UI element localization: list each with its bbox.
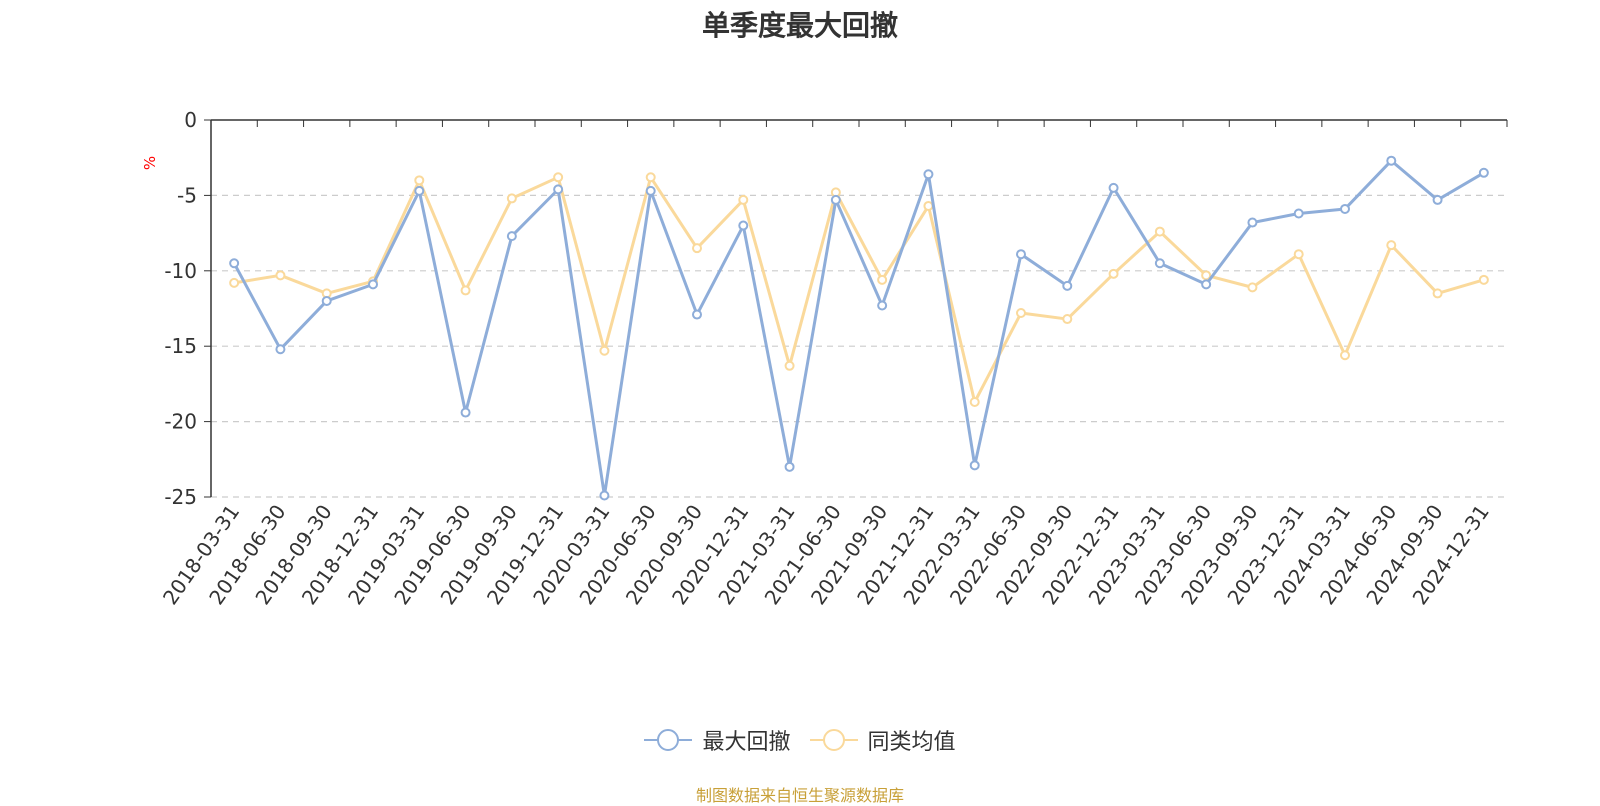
data-point xyxy=(692,309,702,320)
legend-item-peer-average[interactable]: 同类均值 xyxy=(809,724,956,756)
data-point xyxy=(738,220,749,231)
data-point xyxy=(229,258,240,269)
data-point xyxy=(645,185,656,196)
y-tick-label: -20 xyxy=(164,410,197,434)
data-point xyxy=(1247,282,1258,293)
data-point xyxy=(1340,203,1350,214)
data-point xyxy=(784,360,795,371)
data-point xyxy=(1108,182,1119,193)
data-point xyxy=(506,231,517,242)
data-point xyxy=(969,460,980,471)
data-point xyxy=(1293,249,1304,260)
y-axis-unit-label: % xyxy=(141,156,159,170)
legend-marker-max-drawdown xyxy=(644,729,693,751)
data-point xyxy=(1062,280,1073,291)
series-max-drawdown xyxy=(229,155,1489,501)
data-point xyxy=(321,295,332,306)
grid-lines xyxy=(211,194,1507,498)
data-point xyxy=(923,200,934,211)
data-point xyxy=(275,344,286,355)
axes: 0-5-10-15-20-252018-03-312018-06-302018-… xyxy=(158,108,1508,609)
data-point xyxy=(1432,194,1443,205)
series-line xyxy=(232,159,1485,497)
data-point xyxy=(599,345,610,356)
data-point xyxy=(830,194,841,205)
data-point xyxy=(275,270,286,281)
legend-marker-peer-average xyxy=(809,729,858,751)
line-chart: 0-5-10-15-20-252018-03-312018-06-302018-… xyxy=(141,108,1508,609)
data-point xyxy=(1016,249,1026,260)
legend-item-max-drawdown[interactable]: 最大回撤 xyxy=(644,724,791,756)
data-point xyxy=(692,243,702,254)
data-point xyxy=(1108,268,1119,279)
data-point xyxy=(368,279,378,290)
series-peer-average xyxy=(229,172,1489,407)
y-tick-label: -5 xyxy=(177,183,197,207)
data-point xyxy=(414,175,425,186)
data-point xyxy=(1201,279,1212,290)
data-point xyxy=(738,194,749,205)
data-point xyxy=(877,274,888,285)
y-tick-label: -15 xyxy=(164,334,197,358)
data-point xyxy=(460,407,471,418)
legend-label-peer-average: 同类均值 xyxy=(867,730,956,755)
series-line xyxy=(233,175,1485,404)
data-point xyxy=(553,184,564,195)
y-tick-label: 0 xyxy=(184,108,197,132)
data-point xyxy=(1478,167,1489,178)
series xyxy=(229,155,1489,501)
data-point xyxy=(1062,314,1073,325)
data-point xyxy=(1247,217,1258,228)
legend: 最大回撤 同类均值 xyxy=(0,724,1600,758)
data-point xyxy=(460,285,471,296)
data-point xyxy=(1016,308,1026,319)
data-point xyxy=(229,277,240,288)
source-note: 制图数据来自恒生聚源数据库 xyxy=(695,786,904,805)
data-point xyxy=(1386,240,1397,251)
data-point xyxy=(506,193,517,204)
data-point xyxy=(1293,208,1304,219)
data-point xyxy=(877,300,888,311)
data-point xyxy=(1478,274,1489,285)
data-point xyxy=(1432,288,1443,299)
data-point xyxy=(553,172,564,183)
data-point xyxy=(1340,350,1350,361)
data-point xyxy=(645,172,656,183)
data-point xyxy=(923,169,934,180)
y-tick-label: -10 xyxy=(164,259,197,283)
data-point xyxy=(1201,270,1212,281)
data-point xyxy=(599,490,610,501)
data-point xyxy=(1386,155,1397,166)
y-tick-label: -25 xyxy=(164,485,197,509)
data-point xyxy=(784,461,795,472)
data-point xyxy=(414,185,425,196)
data-point xyxy=(1154,258,1165,269)
legend-label-max-drawdown: 最大回撤 xyxy=(702,730,791,755)
data-point xyxy=(969,396,980,407)
chart-title: 单季度最大回撤 xyxy=(701,9,898,42)
data-point xyxy=(1154,226,1165,237)
